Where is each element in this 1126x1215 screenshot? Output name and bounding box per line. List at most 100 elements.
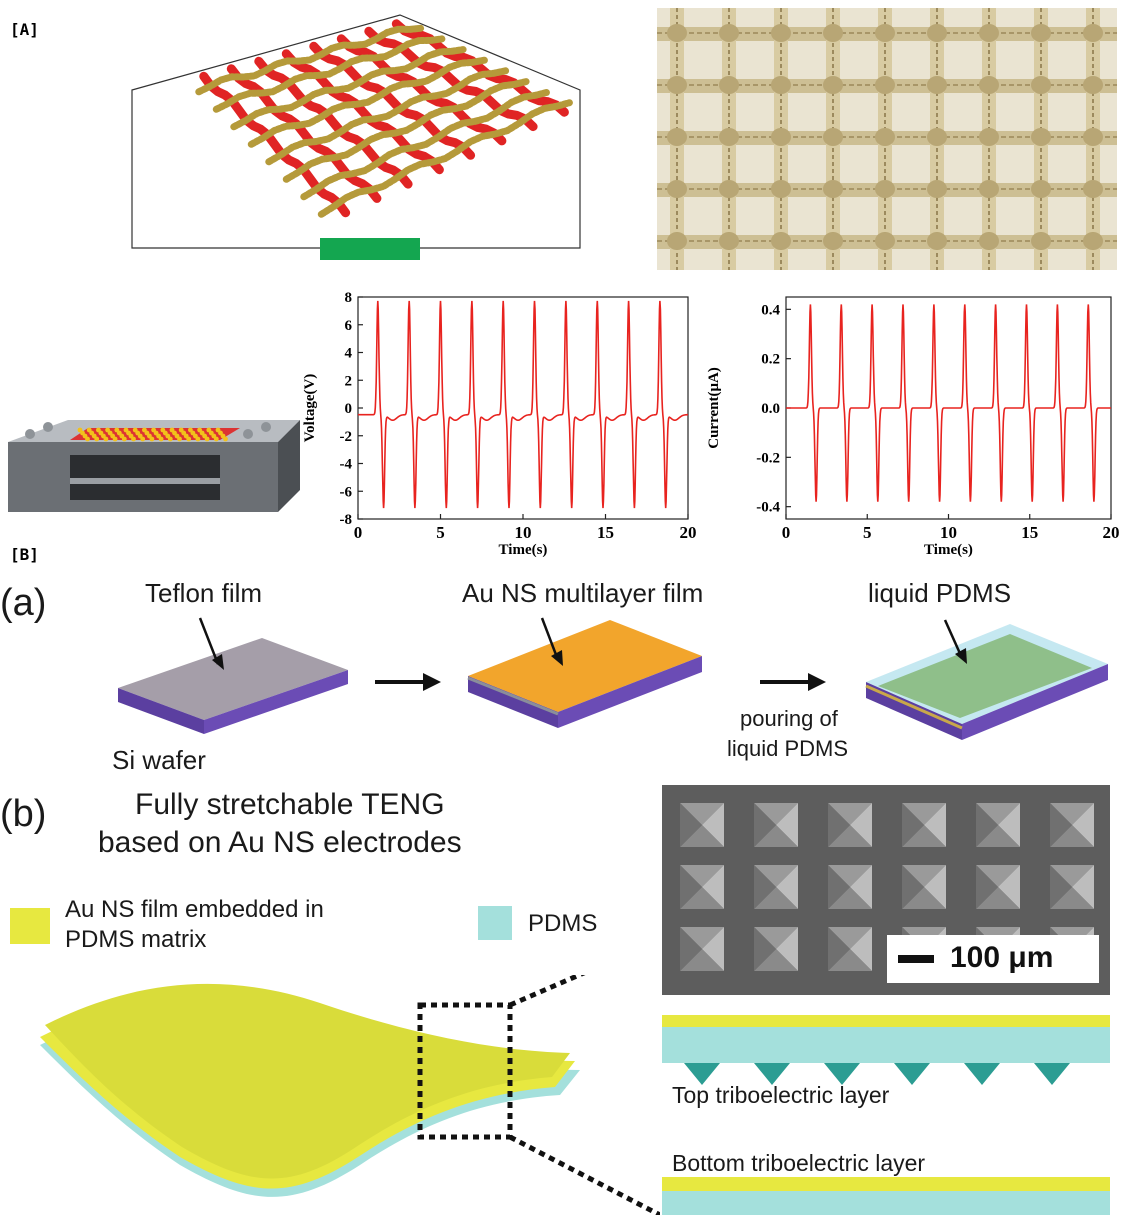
sem-pyramid [680, 865, 702, 909]
y-tick-label: 0.4 [761, 302, 780, 318]
gold-fiber [230, 46, 467, 131]
y-tick-label: -6 [340, 484, 353, 500]
x-tick-label: 15 [1021, 523, 1038, 542]
teng-device-render [8, 420, 300, 512]
x-tick-label: 15 [597, 523, 614, 542]
x-tick-label: 10 [940, 523, 957, 542]
legend-au-ns-line2: PDMS matrix [65, 926, 207, 953]
label-pouring-2: liquid PDMS [727, 736, 849, 761]
x-tick-label: 20 [680, 523, 697, 542]
panel-label-A: [A] [10, 20, 39, 39]
y-tick-label: 2 [345, 373, 353, 389]
red-fiber [364, 26, 538, 132]
y-tick-label: 0 [345, 401, 353, 417]
x-axis-label: Time(s) [499, 542, 548, 558]
y-tick-label: -0.4 [756, 500, 780, 516]
au-film-block [467, 620, 702, 728]
x-tick-label: 5 [436, 523, 445, 542]
y-tick-label: 0.0 [761, 401, 780, 417]
arrow-pdms [943, 619, 964, 659]
gold-fiber [317, 99, 573, 218]
label-au-ns-multilayer-film: Au NS multilayer film [462, 578, 704, 608]
sem-pyramid [828, 865, 850, 909]
signal-line [358, 300, 688, 509]
panel-label-a: (a) [0, 582, 47, 624]
x-axis-label: Time(s) [924, 542, 973, 558]
panel-label-b: (b) [0, 793, 47, 835]
label-pouring-1: pouring of [740, 706, 838, 731]
x-tick-label: 5 [863, 523, 872, 542]
current-chart: 0 5 10 15 20 0.4 0.2 0.0 -0.2 -0.4 Time(s) Current(… [706, 296, 1120, 558]
sem-pyramid [1050, 865, 1072, 909]
sem-micrograph [662, 785, 1110, 995]
legend-pdms: PDMS [528, 910, 598, 937]
label-bottom-layer: Bottom triboelectric layer [672, 1150, 926, 1176]
gold-fiber [282, 77, 531, 183]
arrow-au [540, 617, 560, 661]
y-tick-label: 0.2 [761, 352, 780, 368]
sem-pyramid [754, 927, 776, 971]
liquid-pdms-block [865, 624, 1108, 740]
label-liquid-pdms: liquid PDMS [868, 578, 1012, 608]
y-tick-label: -2 [340, 429, 353, 445]
legend-swatch-au-ns [10, 908, 50, 944]
red-fiber [226, 64, 382, 203]
sem-pyramid [680, 803, 702, 847]
triboelectric-layers [662, 1015, 1110, 1215]
sem-pyramid [902, 803, 924, 847]
y-tick-label: -4 [340, 457, 353, 473]
sem-pyramid [828, 803, 850, 847]
legend-au-ns-line1: Au NS film embedded in [65, 896, 324, 923]
label-top-layer: Top triboelectric layer [672, 1082, 890, 1108]
x-tick-label: 20 [1103, 523, 1120, 542]
zoom-box [417, 1002, 513, 1140]
red-fiber [309, 41, 476, 160]
weave-grid [195, 19, 573, 218]
y-axis-label: Current(μA) [706, 367, 722, 449]
red-fiber [281, 49, 444, 175]
sem-pyramid [754, 803, 776, 847]
sem-pyramid [976, 865, 998, 909]
teng-title-line1: Fully stretchable TENG [135, 788, 445, 821]
teflon-si-block [118, 638, 348, 734]
y-tick-label: -0.2 [756, 450, 780, 466]
gold-fiber [265, 67, 510, 166]
teng-title-line2: based on Au NS electrodes [98, 826, 462, 859]
scale-bar-green [320, 238, 420, 260]
sem-pyramid [1050, 803, 1072, 847]
y-tick-label: 6 [345, 318, 353, 334]
red-fiber [254, 56, 413, 189]
x-tick-label: 0 [354, 523, 363, 542]
sem-pyramid [976, 803, 998, 847]
y-tick-label: -8 [340, 512, 353, 528]
signal-line [786, 304, 1111, 502]
red-fiber [336, 34, 507, 146]
sem-pyramid [902, 865, 924, 909]
plot-frame [357, 296, 689, 520]
gold-fiber [195, 24, 425, 96]
y-tick-label: 8 [345, 290, 353, 306]
sem-pyramid [680, 927, 702, 971]
x-tick-label: 0 [782, 523, 791, 542]
scale-bar [898, 955, 934, 963]
gold-fiber [247, 56, 488, 148]
panel-label-B: [B] [10, 545, 39, 564]
label-si-wafer: Si wafer [112, 745, 206, 775]
label-teflon-film: Teflon film [145, 578, 263, 608]
gold-fiber [212, 35, 446, 113]
red-fiber [391, 19, 569, 117]
x-tick-label: 10 [515, 523, 532, 542]
red-fiber [199, 71, 351, 218]
y-axis-label: Voltage(V) [302, 374, 318, 443]
fabrication-steps [118, 617, 1108, 740]
woven-fabric-photo [657, 8, 1117, 270]
legend-swatch-pdms [478, 906, 512, 940]
arrow-teflon [198, 617, 220, 665]
sem-pyramid [828, 927, 850, 971]
scale-bar-label: 100 μm [950, 941, 1054, 974]
y-tick-label: 4 [345, 346, 353, 362]
stretchable-teng-render [40, 975, 660, 1215]
sem-pyramid [754, 865, 776, 909]
woven-fabric-schematic [131, 14, 581, 260]
